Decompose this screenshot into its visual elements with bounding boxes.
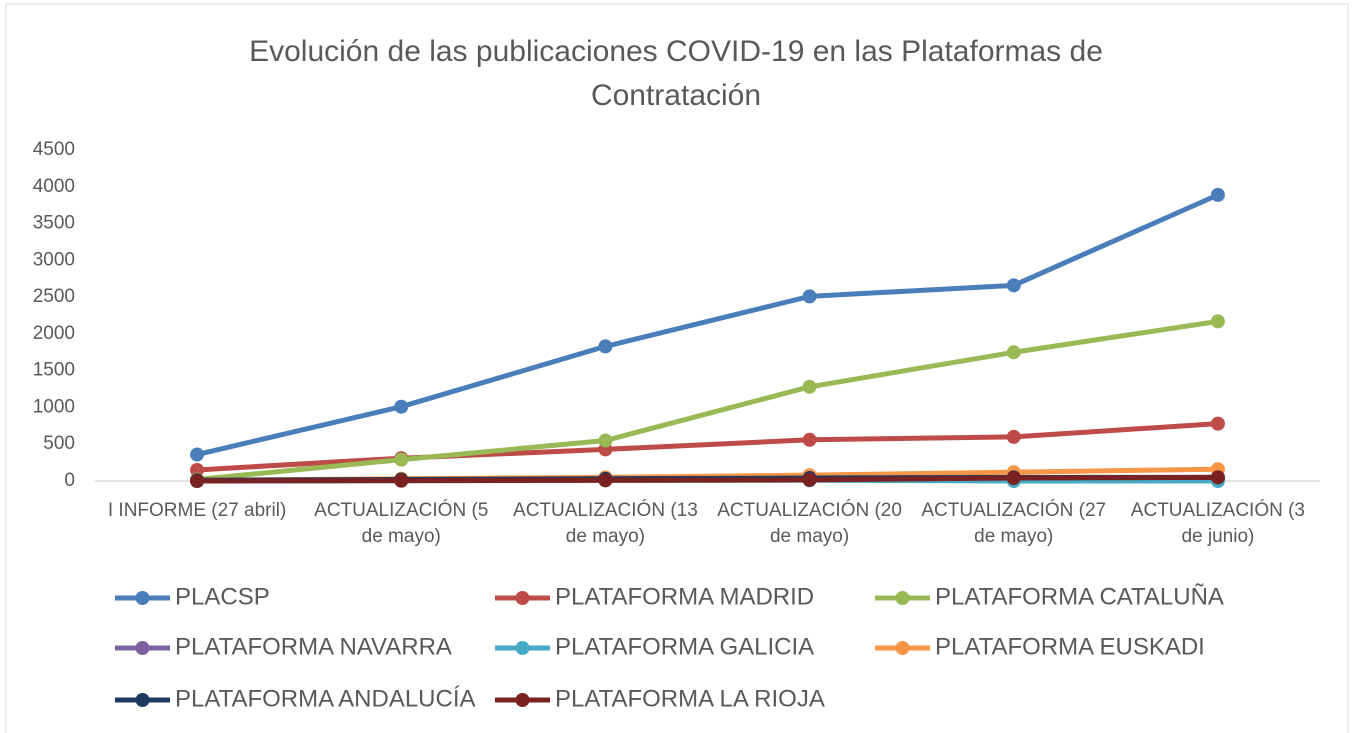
x-tick-label: ACTUALIZACIÓN (13 de mayo) — [513, 500, 698, 547]
data-point — [1210, 416, 1225, 431]
legend-label: PLATAFORMA GALICIA — [555, 633, 814, 660]
legend-marker — [515, 591, 530, 605]
y-tick-label: 500 — [43, 433, 75, 454]
legend-label: PLATAFORMA NAVARRA — [175, 633, 452, 660]
data-point — [394, 452, 409, 467]
x-tick-label: ACTUALIZACIÓN (27 de mayo) — [921, 500, 1107, 547]
data-point — [802, 432, 817, 447]
data-point — [190, 447, 205, 462]
y-tick-label: 2500 — [33, 286, 75, 307]
legend-label: PLATAFORMA MADRID — [555, 583, 814, 610]
data-point — [1006, 429, 1021, 444]
x-tick-label: ACTUALIZACIÓN (3 de junio) — [1130, 500, 1305, 547]
y-tick-label: 1000 — [33, 396, 75, 417]
y-tick-label: 4500 — [33, 139, 75, 160]
legend-label: PLATAFORMA ANDALUCÍA — [175, 685, 476, 712]
y-tick-label: 3000 — [33, 249, 75, 270]
data-point — [394, 473, 409, 488]
data-point — [190, 474, 205, 488]
y-tick-label: 2000 — [33, 323, 75, 344]
legend-marker — [895, 641, 910, 655]
data-point — [1006, 278, 1021, 293]
data-point — [598, 433, 613, 448]
legend-marker — [135, 641, 150, 655]
legend-label: PLATAFORMA LA RIOJA — [555, 685, 825, 712]
y-tick-label: 3500 — [33, 213, 75, 234]
data-point — [598, 339, 613, 354]
x-tick-label: ACTUALIZACIÓN (20 de mayo) — [717, 500, 902, 547]
series-line — [196, 192, 1219, 457]
chart-title: Evolución de las publicaciones COVID-19 … — [249, 35, 1103, 112]
data-point — [1210, 187, 1225, 202]
data-point — [1006, 471, 1021, 486]
data-point — [802, 472, 817, 487]
legend-marker — [515, 693, 530, 707]
series-line — [196, 318, 1219, 483]
legend-label: PLATAFORMA EUSKADI — [935, 633, 1205, 660]
series-line — [196, 421, 1219, 473]
data-point — [394, 399, 409, 414]
y-tick-label: 1500 — [33, 360, 75, 381]
series-line — [197, 474, 1218, 484]
y-tick-label: 0 — [64, 470, 75, 491]
x-tick-label: ACTUALIZACIÓN (5 de mayo) — [314, 500, 489, 547]
data-point — [802, 289, 817, 304]
legend-marker — [895, 591, 910, 605]
legend-label: PLACSP — [175, 583, 270, 610]
data-point — [598, 473, 613, 488]
y-tick-label: 4000 — [33, 176, 75, 197]
legend-marker — [135, 591, 150, 605]
chart-frame — [5, 3, 1349, 733]
data-point — [1210, 470, 1225, 485]
data-point — [190, 462, 205, 477]
data-point — [1006, 345, 1021, 360]
data-point — [802, 379, 817, 394]
legend-label: PLATAFORMA CATALUÑA — [935, 583, 1224, 610]
legend-marker — [135, 693, 150, 707]
legend-marker — [515, 641, 530, 655]
data-point — [1210, 314, 1225, 329]
x-tick-label: I INFORME (27 abril) — [107, 500, 287, 521]
